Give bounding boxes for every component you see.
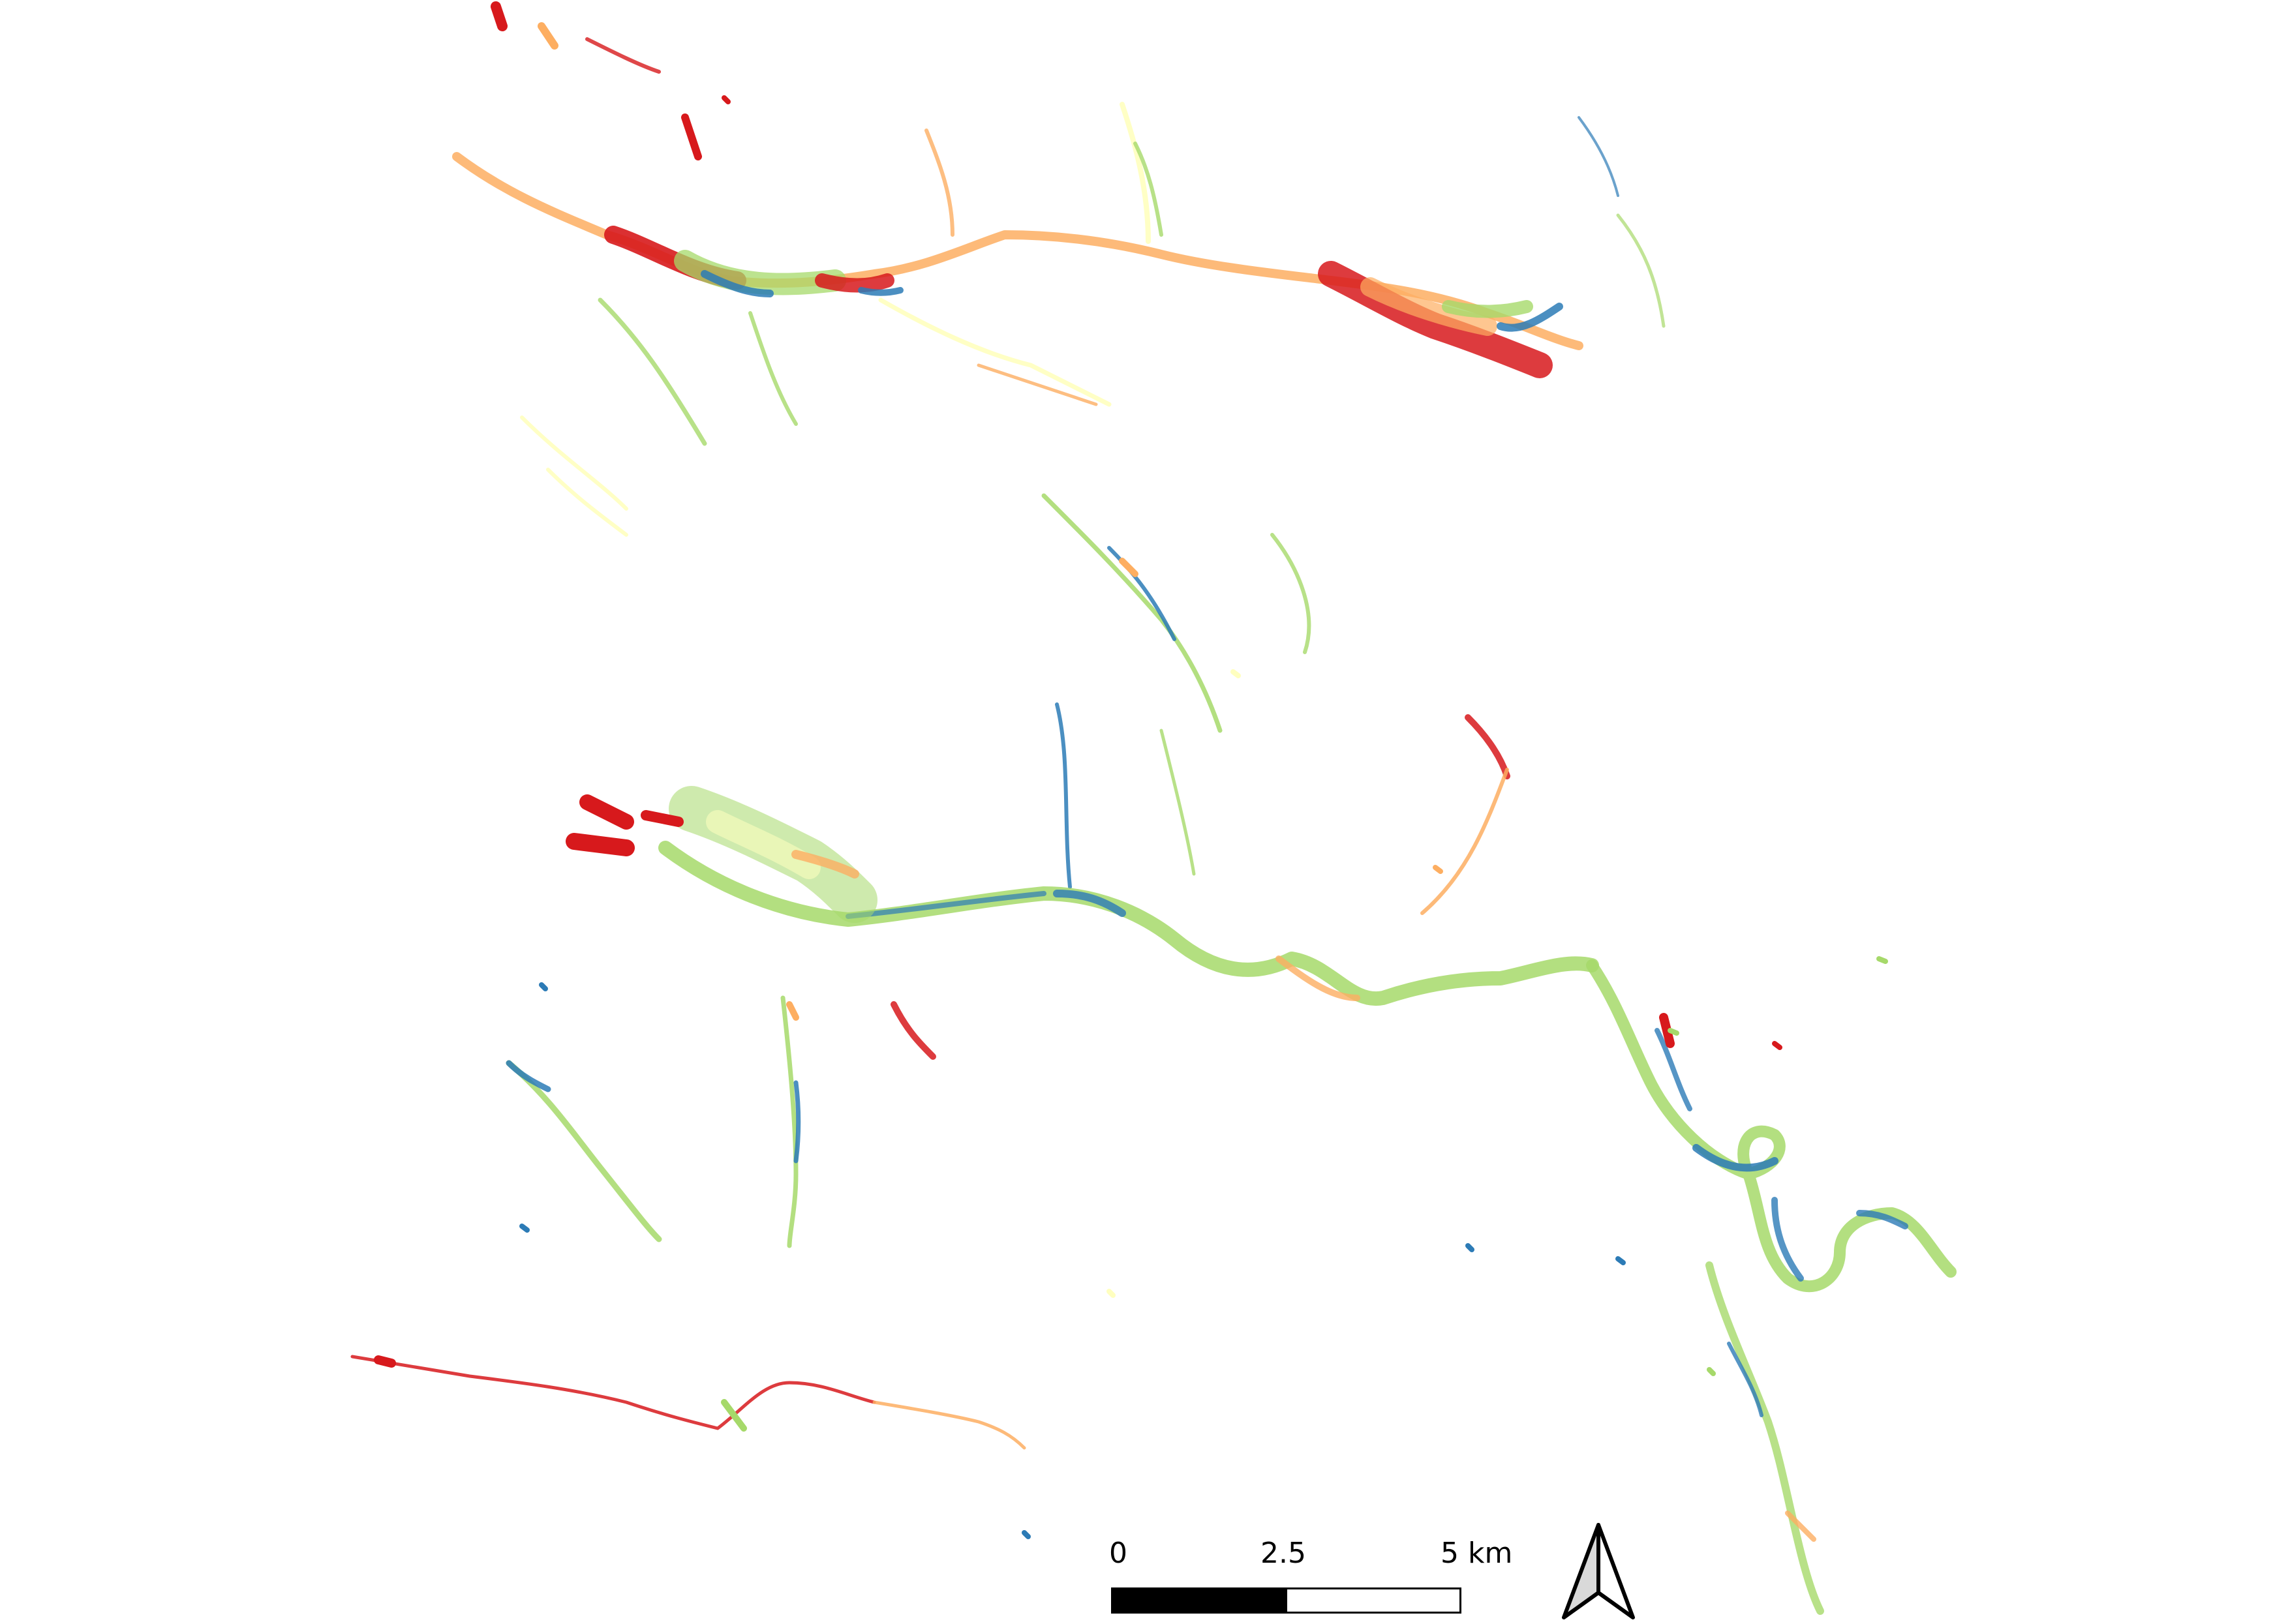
scale-segment-filled: [1111, 1587, 1287, 1614]
middle-tributaries: [1041, 493, 1510, 915]
lower-left-streams: [506, 995, 936, 1248]
scale-bar: 0 2.5 5 km: [1109, 1533, 1512, 1624]
scale-label-end: 5 km: [1441, 1537, 1513, 1570]
main-river: [566, 786, 1599, 1006]
scale-label-mid: 2.5: [1260, 1537, 1306, 1570]
scale-segment-empty: [1285, 1587, 1461, 1614]
north-arrow-icon: [1562, 1523, 1635, 1619]
meander-river: [1586, 959, 1957, 1615]
southern-stream: [350, 1355, 1026, 1450]
upper-patches: [491, 1, 702, 537]
northern-river: [452, 102, 1666, 446]
scale-label-start: 0: [1109, 1537, 1127, 1570]
speckles: [519, 95, 1888, 1539]
